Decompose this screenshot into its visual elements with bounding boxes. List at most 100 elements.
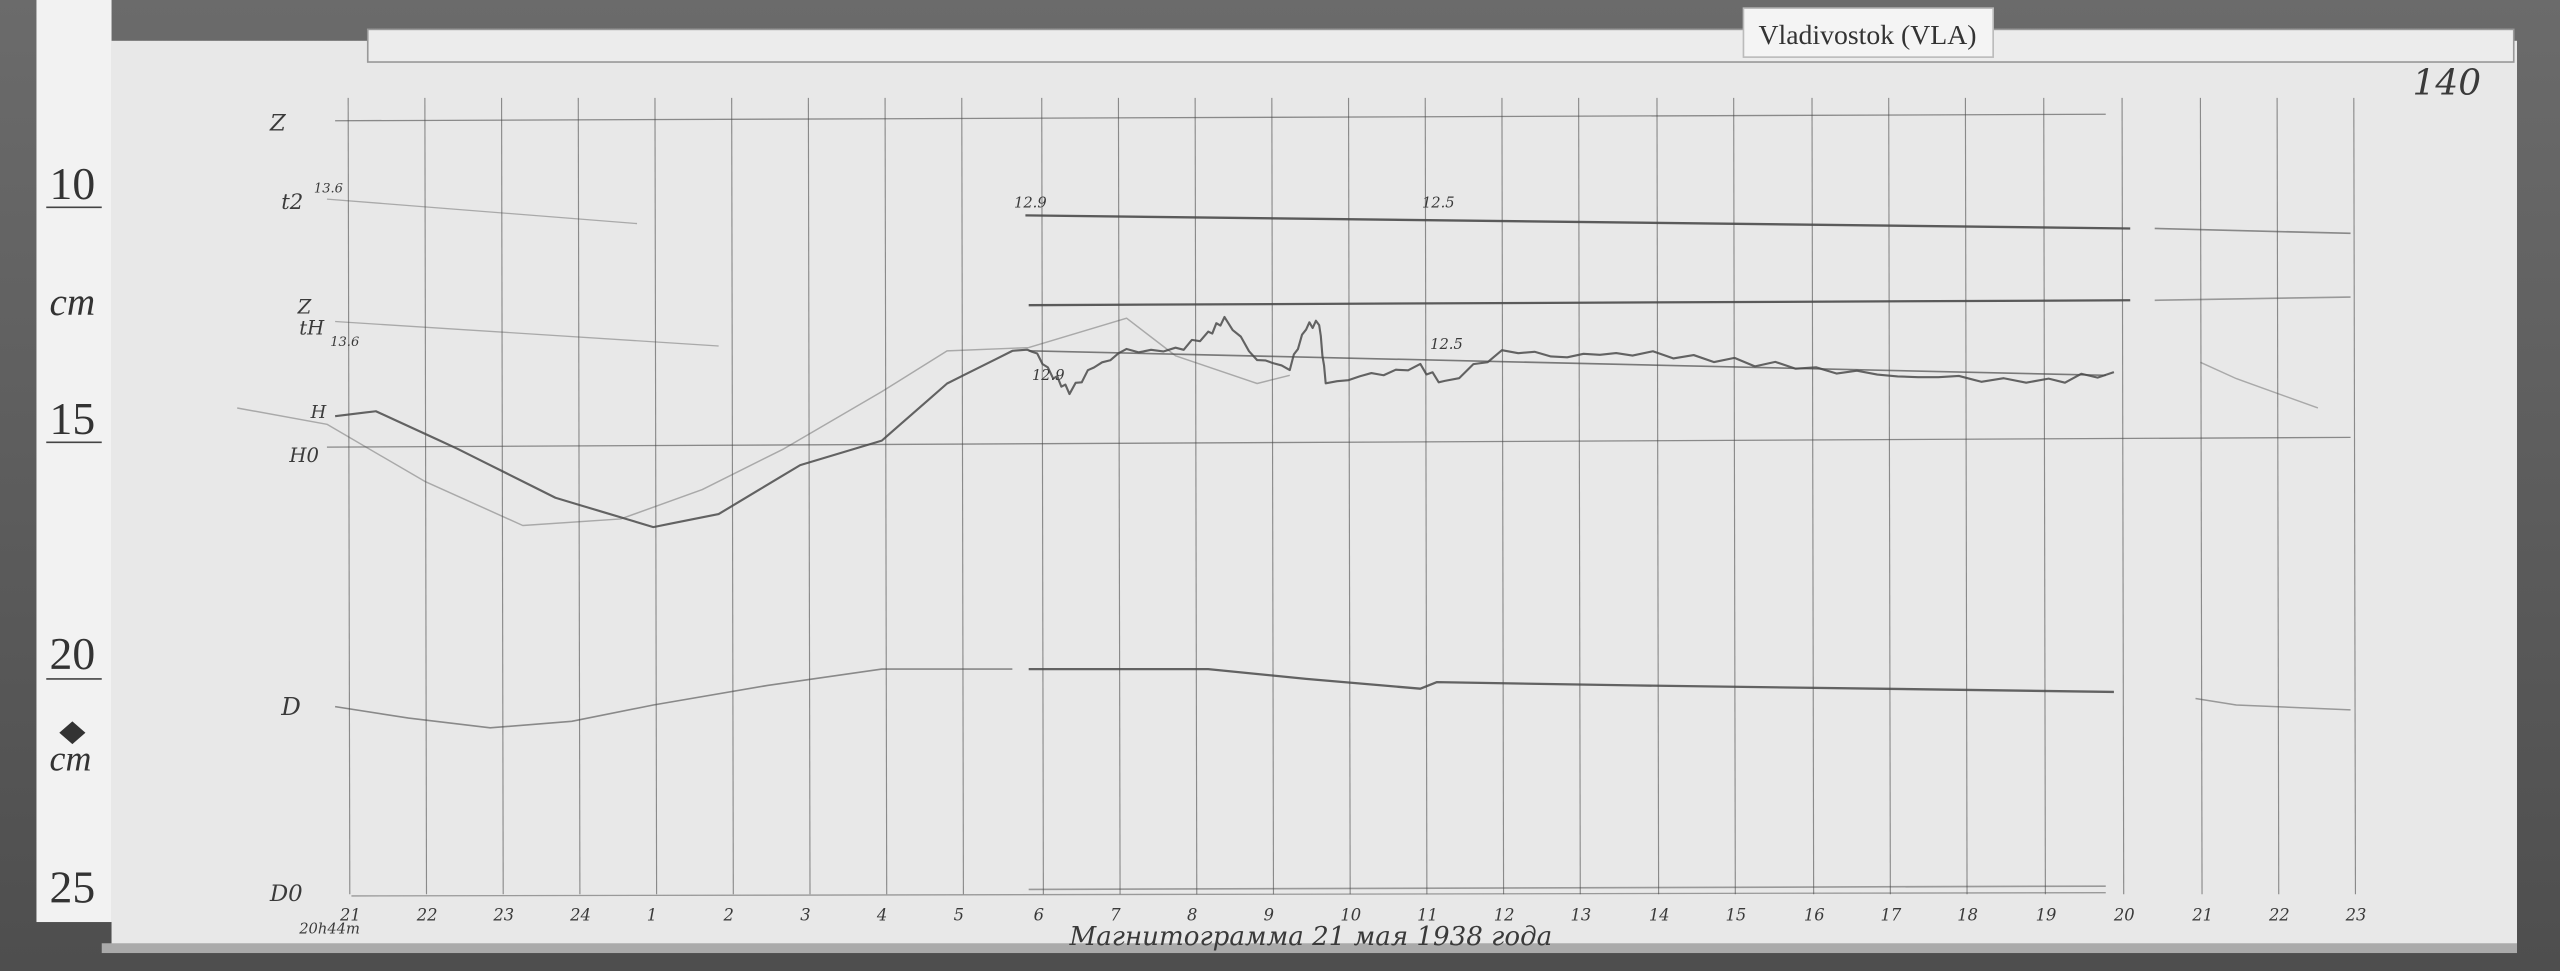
- hour-line: [2276, 97, 2280, 895]
- hour-label: 22: [416, 905, 438, 924]
- hour-line: [577, 97, 581, 895]
- hour-label: 19: [2036, 905, 2057, 924]
- hour-line: [1888, 97, 1891, 895]
- d0-baseline-2: [1028, 885, 2106, 891]
- hour-labels: 21 22 23 24 1 2 3 4 5 6 7 8 9 10 11 12 13 14 15 16 17 18 19 20 2…: [339, 905, 2366, 924]
- traces: [237, 113, 2351, 897]
- hour-label: 8: [1187, 905, 1197, 924]
- hour-grid: [347, 97, 2357, 895]
- t2-trace-tail: [2154, 227, 2351, 235]
- hour-label: 16: [1804, 905, 1825, 924]
- annotation-temp-b: 12.5: [1422, 194, 1455, 211]
- hour-line: [2199, 97, 2203, 895]
- z-baseline: [335, 113, 2106, 122]
- hour-line: [424, 97, 428, 895]
- h-trace-tail: [2200, 361, 2319, 409]
- h0-baseline: [326, 436, 2351, 448]
- hour-line: [1578, 97, 1581, 895]
- hour-line: [2353, 97, 2357, 895]
- station-label-card: [1742, 7, 1994, 58]
- hour-label: 14: [1649, 905, 1670, 924]
- hour-label: 3: [800, 905, 810, 924]
- z-trace-tail: [2154, 296, 2351, 302]
- d0-baseline: [351, 892, 2106, 897]
- hour-label: 13: [1570, 905, 1591, 924]
- ruler-mark-25: 25: [50, 861, 96, 912]
- th-trace-faint: [335, 320, 719, 347]
- hour-label: 22: [2268, 905, 2290, 924]
- hour-label: 24: [569, 905, 591, 924]
- hour-line: [2043, 97, 2046, 895]
- d-trace-tail: [2195, 697, 2351, 711]
- hour-label: 23: [2345, 905, 2367, 924]
- hour-label: 2: [723, 905, 734, 924]
- hour-label: 17: [1881, 905, 1902, 924]
- t2-trace-faint: [326, 198, 638, 225]
- th-trace: [1028, 350, 2106, 377]
- hour-line: [347, 97, 351, 895]
- hour-label: 1: [647, 905, 657, 924]
- hour-line: [1271, 97, 1275, 895]
- hour-line: [961, 97, 964, 895]
- hour-line: [1811, 97, 1815, 895]
- hour-label: 21: [2191, 905, 2213, 924]
- hour-line: [1347, 97, 1351, 895]
- hour-label: 12: [1494, 905, 1515, 924]
- hour-line: [1964, 97, 1968, 895]
- hour-label: 9: [1264, 905, 1274, 924]
- hour-label: 20: [2113, 905, 2135, 924]
- hour-label: 10: [1340, 905, 1361, 924]
- label-th-value: 13.6: [330, 335, 359, 350]
- t2-trace: [1025, 214, 2131, 230]
- label-h: H: [310, 402, 327, 423]
- label-d0: D0: [269, 881, 303, 907]
- hour-label: 23: [492, 905, 514, 924]
- hour-label: 7: [1110, 905, 1121, 924]
- hour-line: [1117, 97, 1121, 895]
- paper-bottom-edge: [101, 943, 2518, 954]
- station-label: Vladivostok (VLA): [1758, 20, 1976, 51]
- hour-line: [2121, 97, 2125, 895]
- ruler-mark-20: 20: [50, 628, 96, 679]
- label-h0: H0: [288, 444, 319, 467]
- z-trace: [1028, 299, 2131, 307]
- label-d: D: [280, 692, 301, 721]
- hour-line: [1656, 97, 1660, 895]
- hour-line: [1424, 97, 1428, 895]
- d-trace: [1028, 667, 2114, 694]
- paper-strip: [366, 28, 2515, 63]
- hour-line: [500, 97, 504, 895]
- hour-line: [731, 97, 734, 895]
- hour-label: 21: [339, 905, 361, 924]
- ruler: [36, 0, 112, 923]
- sheet-number: 140: [2413, 63, 2482, 104]
- annotation-h-a: 12.9: [1032, 367, 1065, 384]
- label-z: Z: [297, 295, 312, 318]
- hour-line: [1733, 97, 1736, 895]
- label-th: tH: [299, 317, 325, 340]
- hour-line: [1041, 97, 1044, 895]
- hour-label: 11: [1417, 905, 1438, 924]
- hour-line: [654, 97, 658, 895]
- label-start-time: 20h44m: [298, 920, 360, 937]
- label-z-base: Z: [269, 111, 287, 137]
- paper: [111, 40, 2518, 949]
- date-caption: Магнитограмма 21 мая 1938 года: [1068, 922, 1552, 952]
- label-t2: t2: [281, 190, 303, 215]
- hour-line: [884, 97, 888, 895]
- d-trace-light: [334, 668, 1013, 729]
- hour-label: 6: [1034, 905, 1044, 924]
- ruler-mark-15: 15: [50, 393, 96, 444]
- hour-label: 15: [1726, 905, 1747, 924]
- ruler-mark-10: 10: [50, 158, 96, 209]
- hour-label: 18: [1957, 905, 1978, 924]
- annotation-temp-a: 12.9: [1014, 194, 1047, 211]
- hour-line: [1501, 97, 1505, 895]
- label-t2-value: 13.6: [314, 182, 343, 197]
- ruler-unit-cm: cm: [50, 281, 96, 324]
- annotation-h-b: 12.5: [1430, 336, 1463, 353]
- hour-label: 4: [876, 905, 887, 924]
- hour-line: [807, 97, 811, 895]
